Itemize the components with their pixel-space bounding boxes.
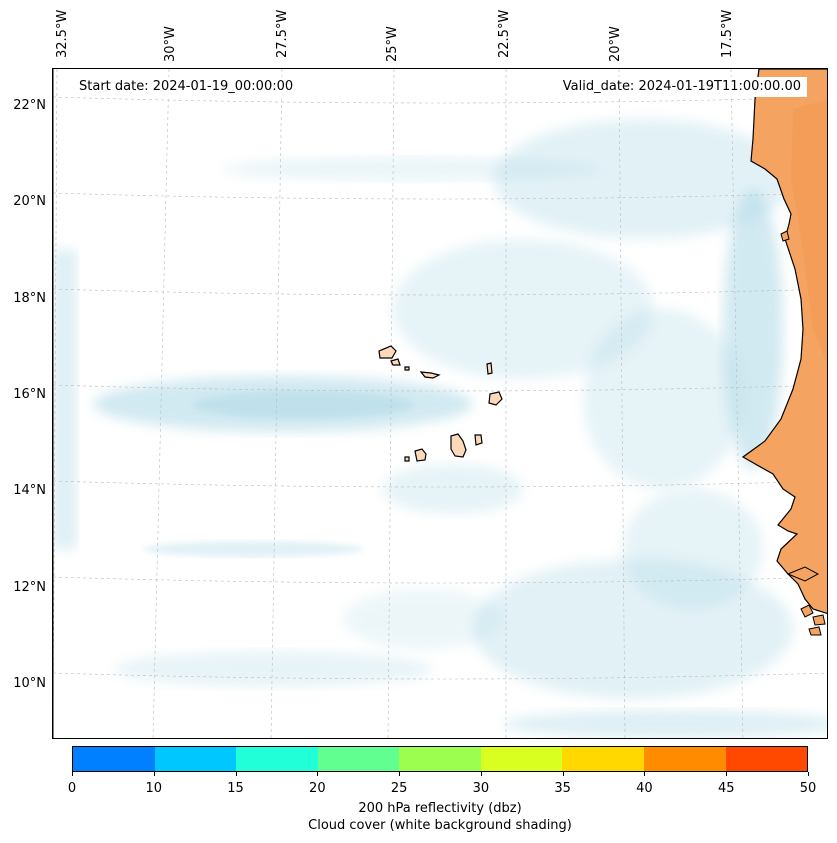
colorbar-segment (236, 747, 318, 771)
cloud-north-strip (223, 157, 603, 181)
colorbar-tick-label: 50 (799, 781, 817, 796)
colorbar-tick-label: 35 (554, 781, 571, 796)
cape-verde-islands (378, 345, 503, 462)
lon-label-30w: 30°W (163, 26, 178, 62)
lat-label-12n: 12°N (13, 580, 46, 595)
valid-date-label: Valid_date: 2024-01-19T11:00:00.00 (556, 77, 807, 97)
colorbar-tick-label: 30 (472, 781, 490, 796)
island-sal (486, 362, 493, 375)
lat-label-20n: 20°N (13, 194, 46, 209)
cloud-cover-layer (53, 119, 827, 738)
lat-label-22n: 22°N (13, 98, 46, 113)
africa-interior-orange (791, 99, 827, 364)
colorbar-tickmark (644, 772, 646, 776)
colorbar-tickmark (808, 772, 809, 776)
colorbar-tickmark (480, 772, 482, 776)
island-sao-vicente (390, 358, 401, 366)
lon-label-27-5w: 27.5°W (275, 9, 290, 58)
island-santo-antao (378, 345, 397, 359)
colorbar-tick-label: 45 (717, 781, 735, 796)
colorbar-segment (399, 747, 481, 771)
colorbar-segment (480, 747, 563, 771)
lon-label-22-5w: 22.5°W (497, 9, 512, 58)
colorbar-segment (562, 747, 644, 771)
colorbar-tick-label: 20 (309, 781, 326, 796)
colorbar-segment (725, 747, 808, 771)
cloud-band-west-core (193, 391, 413, 419)
colorbar-segment (154, 747, 237, 771)
colorbar-tick-label: 25 (390, 781, 408, 796)
cloud-south-edge (503, 710, 827, 738)
colorbar-tickmark (399, 772, 401, 776)
cloud-south-streak (113, 651, 433, 687)
lat-label-14n: 14°N (13, 483, 46, 498)
colorbar-tickmark (72, 772, 73, 776)
island-boa-vista (488, 391, 503, 406)
island-santa-luzia (404, 366, 410, 371)
colorbar-title: 200 hPa reflectivity (dbz) (358, 801, 522, 816)
colorbar-tick-label: 0 (67, 781, 77, 796)
lon-label-20w: 20°W (608, 26, 623, 62)
map-canvas (53, 69, 827, 738)
map-panel: Start date: 2024-01-19_00:00:00 Valid_da… (52, 68, 828, 739)
start-date-label: Start date: 2024-01-19_00:00:00 (73, 77, 300, 97)
bissagos-islands (800, 604, 826, 636)
lat-label-18n: 18°N (13, 291, 46, 306)
cloud-western-edge (53, 249, 77, 549)
lat-label-10n: 10°N (13, 676, 46, 691)
colorbar-segment (73, 747, 155, 771)
coastal-islet (780, 230, 790, 242)
colorbar-subtitle: Cloud cover (white background shading) (308, 818, 572, 833)
colorbar-tick-label: 40 (636, 781, 653, 796)
lon-label-17-5w: 17.5°W (720, 9, 735, 58)
reflectivity-colorbar (72, 746, 808, 772)
colorbar-tick-label: 15 (227, 781, 244, 796)
island-santiago (450, 433, 467, 458)
cloud-mid-streak (143, 541, 363, 557)
colorbar-tickmark (235, 772, 237, 776)
colorbar-tickmark (726, 772, 728, 776)
lon-label-25w: 25°W (385, 26, 400, 62)
colorbar-tickmark (153, 772, 155, 776)
colorbar-segment (317, 747, 400, 771)
gridlines (53, 69, 827, 738)
cloud-southeast-2 (623, 489, 763, 609)
cloud-northeast (493, 119, 793, 239)
island-sao-nicolau (419, 371, 441, 379)
cloud-central-north (393, 239, 653, 379)
lat-label-16n: 16°N (13, 387, 46, 402)
colorbar-tickmark (562, 772, 564, 776)
lon-label-32-5w: 32.5°W (55, 9, 70, 58)
cloud-east-central (583, 309, 743, 489)
senegal-inlet (786, 566, 820, 582)
island-brava (404, 456, 410, 462)
island-maio (474, 434, 483, 446)
colorbar-tickmark (317, 772, 319, 776)
cloud-south-mid (343, 589, 503, 649)
colorbar-tick-label: 10 (145, 781, 163, 796)
island-fogo (414, 448, 427, 462)
colorbar-segment (643, 747, 726, 771)
cloud-islands-south (383, 464, 523, 514)
